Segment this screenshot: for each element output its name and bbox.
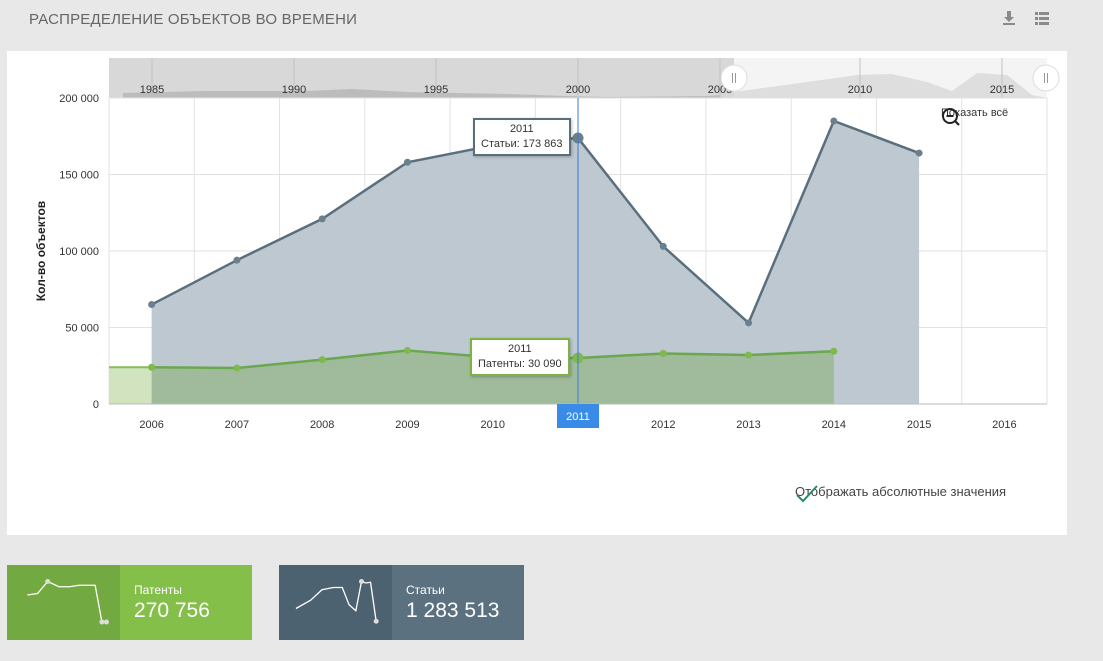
tooltip-articles-year: 2011	[509, 123, 534, 135]
x-tick-label: 2012	[651, 419, 675, 431]
data-point	[830, 347, 838, 355]
tooltip-articles: 2011 Статьи: 173 863	[473, 118, 571, 156]
navigator-handle[interactable]	[1032, 64, 1060, 92]
x-tick-label: 2015	[907, 419, 931, 431]
sparkline-point	[99, 619, 105, 625]
sparkline	[27, 580, 107, 623]
y-tick-label: 0	[93, 399, 99, 411]
stat-label-patents: Патенты	[134, 582, 182, 597]
x-tick-label: 2010	[480, 419, 504, 431]
navigator-history-area	[123, 89, 720, 98]
x-tick-label-highlighted: 2011	[566, 411, 590, 423]
data-point	[403, 158, 411, 166]
navigator-handle-knob	[1032, 64, 1060, 92]
show-all-button[interactable]: Показать всё	[941, 107, 1008, 126]
series-area-patents	[151, 350, 834, 404]
zoom-out-icon	[942, 108, 960, 126]
y-tick-label: 50 000	[65, 323, 99, 335]
data-point	[148, 363, 156, 371]
sparkline-point	[103, 619, 109, 625]
data-point	[915, 149, 923, 157]
navigator-tick-label: 2015	[990, 84, 1014, 96]
download-icon[interactable]	[1001, 10, 1019, 28]
tooltip-patents-year: 2011	[507, 343, 532, 355]
patents-sparkline	[7, 565, 120, 640]
x-tick-label: 2013	[736, 419, 760, 431]
list-icon[interactable]	[1034, 10, 1052, 28]
navigator-tick-label: 2010	[848, 84, 872, 96]
data-point	[659, 242, 667, 250]
sparkline-point	[45, 579, 51, 584]
absolute-values-label: Отображать абсолютные значения	[795, 484, 1007, 499]
data-point	[745, 319, 753, 327]
y-tick-label: 200 000	[59, 93, 99, 105]
x-tick-label: 2016	[992, 419, 1016, 431]
navigator-selected-area	[734, 73, 1047, 98]
navigator-handle-knob	[720, 64, 748, 92]
tooltip-articles-text: Статьи: 173 863	[481, 138, 563, 150]
data-point	[318, 356, 326, 364]
check-icon	[796, 485, 818, 503]
navigator-tick-label: 2000	[566, 84, 590, 96]
stat-card-patents[interactable]: Патенты 270 756	[7, 565, 252, 640]
data-point	[745, 351, 753, 359]
data-point	[659, 350, 667, 358]
x-highlight-badge	[557, 404, 599, 428]
y-tick-label: 100 000	[59, 246, 99, 258]
y-axis-label: Кол-во объектов	[34, 201, 48, 301]
data-point	[403, 346, 411, 354]
x-tick-label: 2014	[822, 419, 846, 431]
x-tick-label: 2009	[395, 419, 419, 431]
sparkline-point	[358, 579, 364, 584]
x-tick-label: 2008	[310, 419, 334, 431]
sparkline-point	[373, 618, 379, 624]
navigator-tick-label: 1985	[140, 84, 164, 96]
articles-sparkline	[279, 565, 392, 640]
data-point	[233, 364, 241, 372]
series-area-articles	[151, 120, 920, 404]
tooltip-patents: 2011 Патенты: 30 090	[470, 338, 570, 376]
x-tick-label: 2007	[225, 419, 249, 431]
data-point	[148, 301, 156, 309]
stat-value-patents: 270 756	[134, 598, 210, 622]
x-tick-label: 2006	[139, 419, 163, 431]
y-tick-label: 150 000	[59, 170, 99, 182]
chart-card: 1985 1990 1995 2000 2005 2010 2015 0 50 000 100 0…	[7, 51, 1067, 535]
data-point	[830, 117, 838, 125]
navigator-tick-label: 1990	[282, 84, 306, 96]
navigator-tick-label: 1995	[424, 84, 448, 96]
absolute-values-toggle[interactable]: Отображать абсолютные значения	[795, 484, 1007, 503]
sparkline	[295, 580, 377, 622]
tooltip-patents-text: Патенты: 30 090	[478, 358, 562, 370]
page-title: РАСПРЕДЕЛЕНИЕ ОБЪЕКТОВ ВО ВРЕМЕНИ	[29, 11, 358, 28]
data-point	[233, 256, 241, 264]
stat-card-articles[interactable]: Статьи 1 283 513	[279, 565, 524, 640]
data-point	[318, 215, 326, 223]
patents-area-overflow	[109, 367, 152, 404]
navigator-handle[interactable]	[720, 64, 748, 92]
stat-value-articles: 1 283 513	[406, 598, 500, 622]
stat-label-articles: Статьи	[406, 582, 445, 597]
